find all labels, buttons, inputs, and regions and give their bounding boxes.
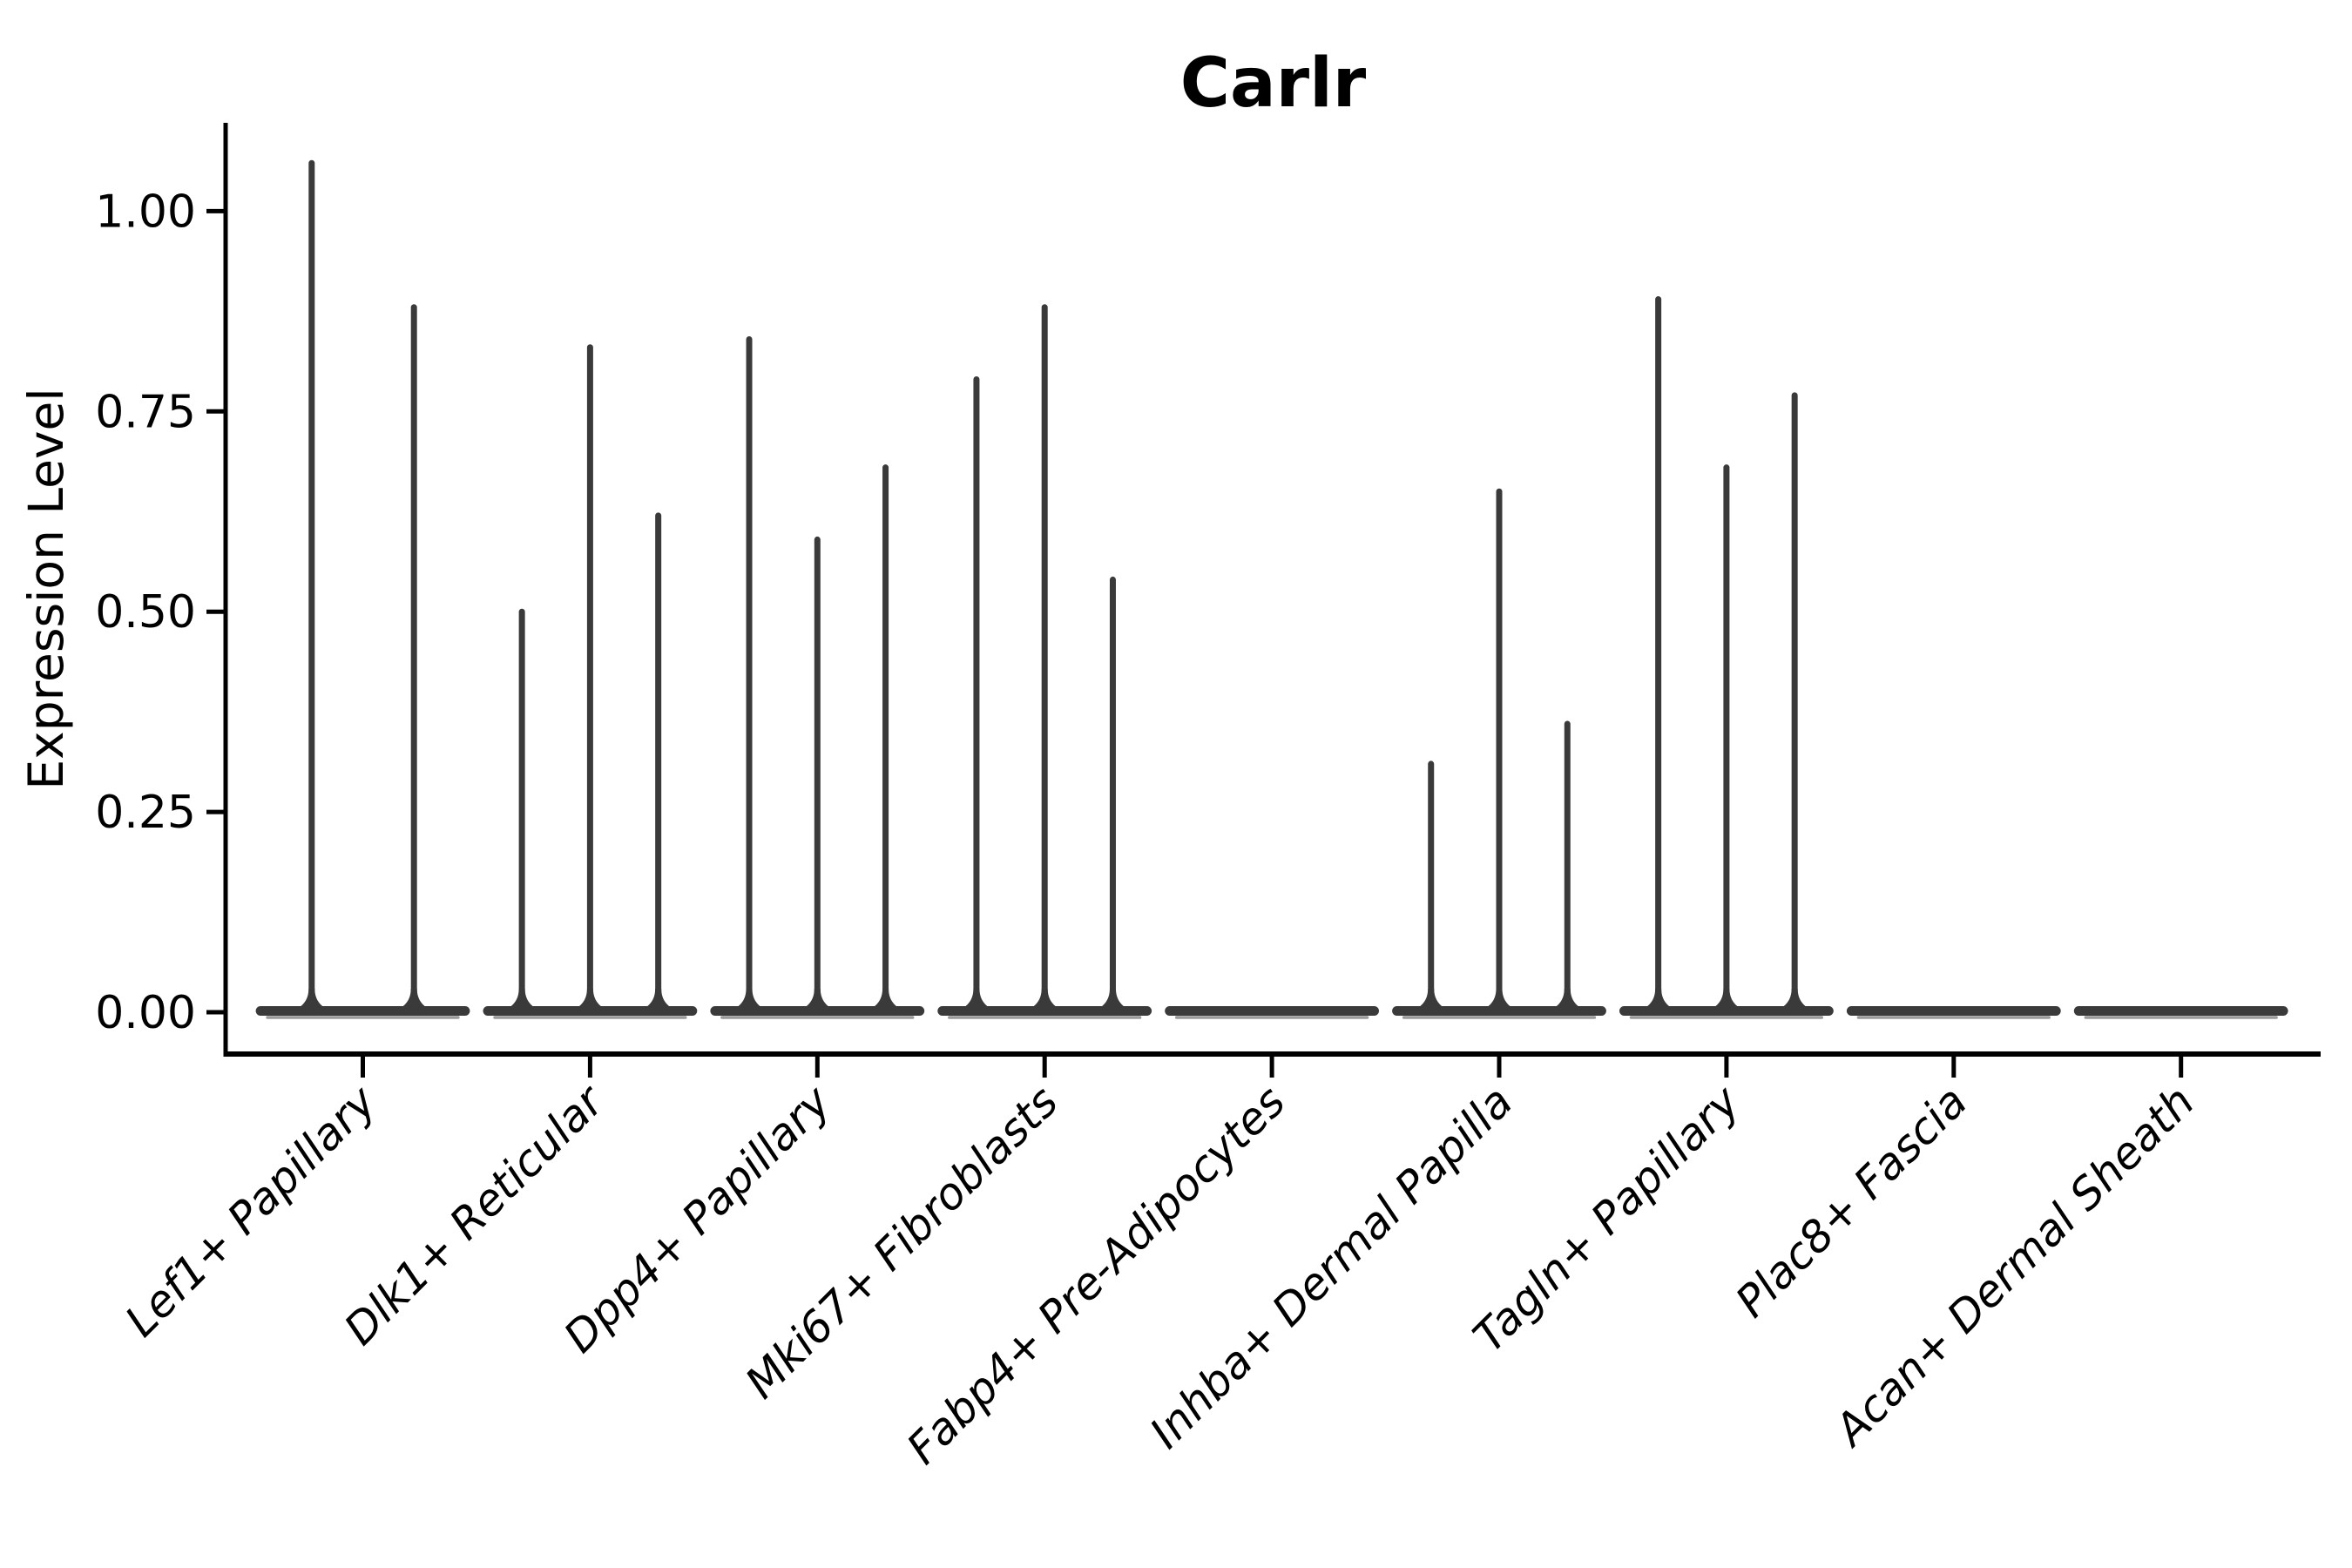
x-category-label: Plac8+ Fascia — [1726, 1076, 1977, 1327]
violin-spike-flare — [798, 989, 837, 1011]
violin-spike-flare — [1480, 989, 1518, 1011]
violin-spike-flare — [571, 989, 610, 1011]
violin-spike-flare — [1093, 989, 1132, 1011]
violin-spike-flare — [1639, 989, 1678, 1011]
y-tick-label: 0.75 — [95, 386, 196, 438]
violin-spike-flare — [395, 989, 434, 1011]
violin-spike-flare — [1775, 989, 1815, 1011]
violin-spike-flare — [1548, 989, 1587, 1011]
violin-spike-flare — [956, 989, 996, 1011]
violin-spike-flare — [292, 989, 331, 1011]
violin-spike-flare — [730, 989, 769, 1011]
violin-spike-flare — [639, 989, 678, 1011]
y-axis-label: Expression Level — [18, 388, 74, 789]
violin-spike-flare — [1707, 989, 1746, 1011]
x-category-label: Lef1+ Papillary — [116, 1075, 387, 1346]
x-category-label: Inhba+ Dermal Papilla — [1140, 1076, 1522, 1457]
x-category-label: Fabp4+ Pre-Adipocytes — [897, 1076, 1295, 1474]
violin-spike-flare — [1025, 989, 1064, 1011]
violin-spike-flare — [503, 989, 542, 1011]
chart-title: Carlr — [1180, 44, 1367, 123]
y-tick-label: 0.50 — [95, 586, 196, 639]
y-tick-label: 1.00 — [95, 186, 196, 238]
violin-spike-flare — [1411, 989, 1450, 1011]
x-category-label: Acan+ Dermal Sheath — [1823, 1076, 2204, 1456]
y-tick-label: 0.00 — [95, 987, 196, 1039]
violin-spike-flare — [866, 989, 905, 1011]
y-tick-label: 0.25 — [95, 787, 196, 839]
